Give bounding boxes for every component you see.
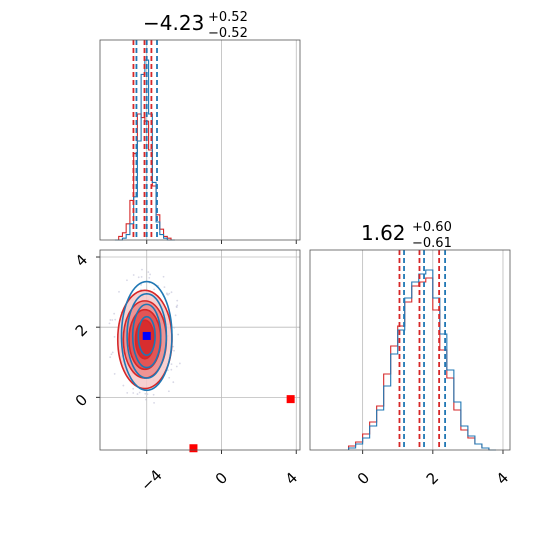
sample-point xyxy=(172,345,175,348)
sample-point xyxy=(132,274,135,276)
sample-point xyxy=(170,291,173,294)
sample-point xyxy=(175,365,178,368)
sample-point xyxy=(113,312,116,315)
title-param1-sub: −0.52 xyxy=(208,26,248,41)
x-tick-label: 4 xyxy=(493,469,512,488)
sample-point xyxy=(167,390,170,393)
sample-point xyxy=(147,271,150,273)
contour-level-blue xyxy=(137,315,156,357)
sample-point xyxy=(136,393,139,395)
sample-point xyxy=(108,322,111,325)
contour-level-blue xyxy=(131,303,162,369)
y-tick-label: 0 xyxy=(72,391,91,410)
sample-point xyxy=(172,381,175,384)
sample-point xyxy=(109,319,112,321)
title-param2-sup: +0.60 xyxy=(412,220,452,235)
x-tick-label: −4 xyxy=(137,466,165,494)
sample-point xyxy=(141,268,143,271)
sample-point xyxy=(177,333,180,336)
title-param2-sub: −0.61 xyxy=(412,236,452,251)
x-tick-label: 0 xyxy=(212,469,231,488)
sample-point xyxy=(144,392,147,395)
sample-point xyxy=(126,279,128,282)
title-param1-main: −4.23 xyxy=(143,11,204,35)
sample-point xyxy=(168,376,171,379)
sample-point xyxy=(167,369,169,372)
sample-point xyxy=(122,384,125,387)
sample-point xyxy=(149,273,151,276)
sample-point xyxy=(109,356,112,359)
panel-top-left-histogram xyxy=(99,39,301,244)
x-tick-label: 4 xyxy=(282,469,301,488)
sample-point xyxy=(111,319,114,321)
sample-point xyxy=(138,391,141,394)
sample-point xyxy=(173,326,176,329)
sample-point xyxy=(113,373,116,375)
sample-point xyxy=(166,293,168,296)
sample-point xyxy=(170,368,173,371)
sample-point xyxy=(118,290,120,293)
sample-point xyxy=(132,387,135,390)
title-param2-main: 1.62 xyxy=(361,221,406,245)
sample-point xyxy=(140,276,143,278)
histogram-series-red xyxy=(348,277,496,451)
sample-point xyxy=(114,318,117,321)
sample-point xyxy=(146,393,149,396)
sample-point xyxy=(126,392,129,394)
sample-point xyxy=(173,349,175,352)
panel-bottom-right-histogram xyxy=(309,249,511,454)
contour-level-blue xyxy=(120,280,173,392)
sample-point xyxy=(137,276,140,279)
sample-point xyxy=(153,401,155,404)
sample-point xyxy=(113,335,116,338)
sample-point xyxy=(162,275,165,278)
sample-point xyxy=(175,306,178,308)
sample-point xyxy=(176,299,179,302)
sample-point xyxy=(153,288,156,291)
x-tick-label: 0 xyxy=(354,469,373,488)
sample-point xyxy=(163,286,166,289)
sample-point xyxy=(170,363,173,366)
title-param1-sup: +0.52 xyxy=(208,10,248,25)
sample-point xyxy=(111,351,114,354)
marker-red xyxy=(286,395,295,404)
sample-point xyxy=(152,393,155,396)
sample-point xyxy=(174,314,177,317)
sample-point xyxy=(176,304,179,307)
sample-point xyxy=(145,398,147,401)
y-tick-label: 4 xyxy=(72,251,91,270)
marker-blue xyxy=(142,331,151,340)
marker-red xyxy=(189,444,198,453)
panel-bottom-left-contour xyxy=(96,249,301,454)
sample-point xyxy=(132,392,135,394)
panel-frame xyxy=(99,39,301,241)
contour-level-blue xyxy=(126,293,168,379)
sample-point xyxy=(178,362,181,365)
panel-frame xyxy=(99,249,301,451)
sample-point xyxy=(140,283,142,286)
histogram-series-blue xyxy=(348,269,496,451)
sample-point xyxy=(148,276,151,279)
panel-frame xyxy=(309,249,511,451)
sample-point xyxy=(110,353,113,356)
sample-point xyxy=(168,292,171,295)
x-tick-label: 2 xyxy=(423,469,442,488)
y-tick-label: 2 xyxy=(72,321,91,340)
